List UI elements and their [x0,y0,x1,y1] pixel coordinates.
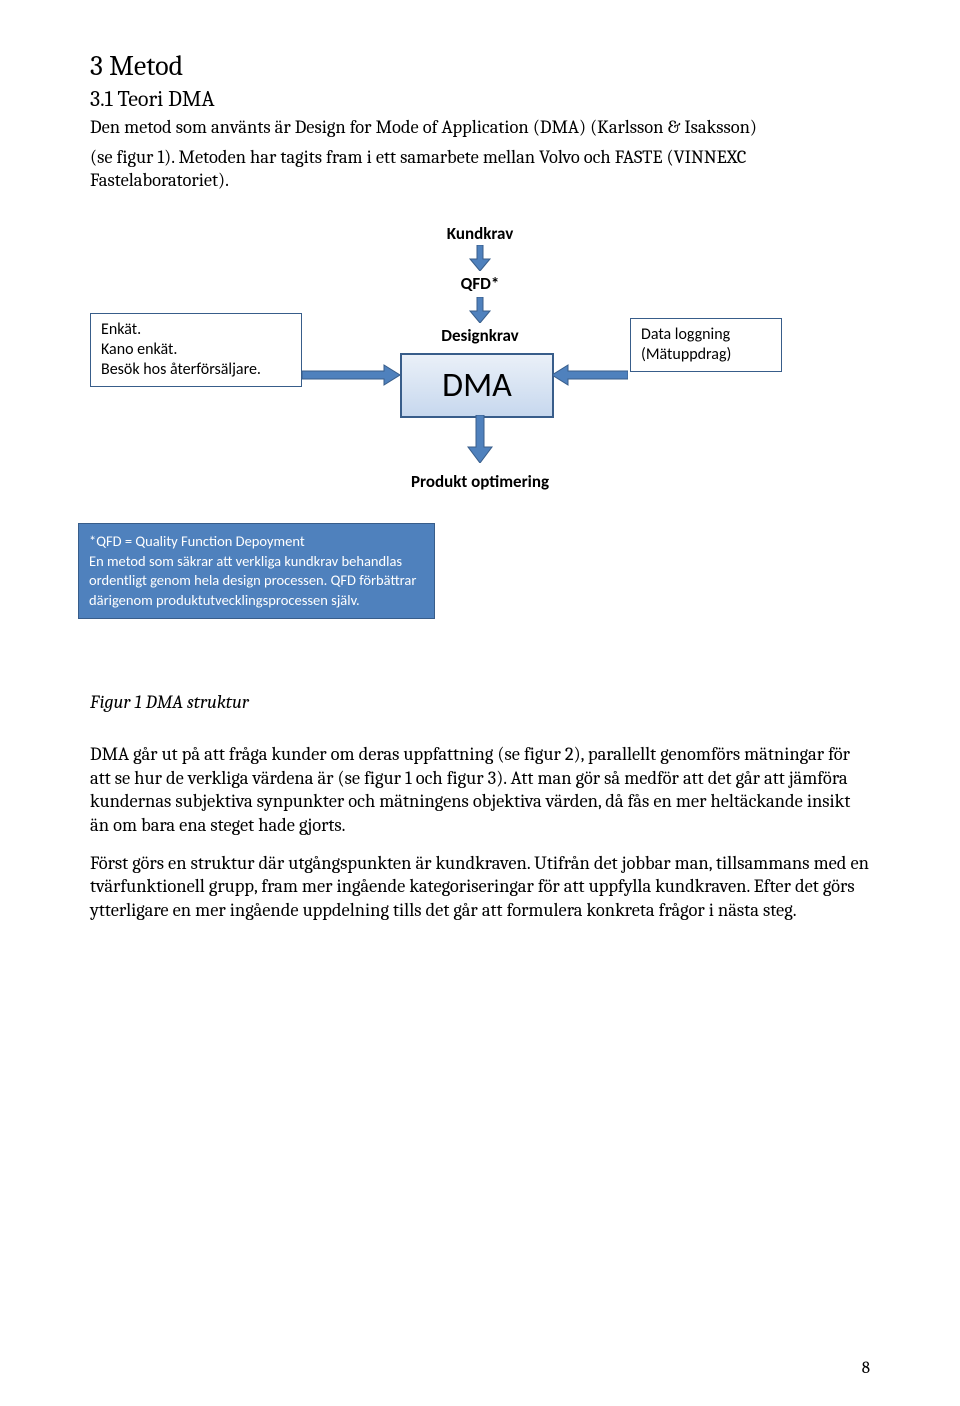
qfd-note-text: *QFD = Quality Function Depoyment En met… [89,532,424,610]
box-dataloggning: Data loggning (Mätuppdrag) [630,318,782,372]
intro-para-line1: Den metod som använts är Design for Mode… [90,116,870,140]
arrow-left-icon [552,363,628,387]
box-dataloggning-text: Data loggning (Mätuppdrag) [641,325,771,365]
arrow-down-icon [468,297,492,323]
intro-para-line2: (se figur 1). Metoden har tagits fram i … [90,146,870,193]
page-number: 8 [862,1359,870,1378]
label-produkt-optimering: Produkt optimering [411,471,549,492]
box-enkat: Enkät. Kano enkät. Besök hos återförsälj… [90,313,302,387]
label-kundkrav: Kundkrav [447,223,514,244]
arrow-down-icon [468,245,492,271]
box-qfd-note: *QFD = Quality Function Depoyment En met… [78,523,435,619]
page: 3 Metod 3.1 Teori DMA Den metod som anvä… [0,0,960,1406]
label-designkrav: Designkrav [441,325,518,346]
para-dma-description: DMA går ut på att fråga kunder om deras … [90,743,870,838]
heading-teori-dma: 3.1 Teori DMA [90,86,870,112]
para-struktur: Först görs en struktur där utgångspunkte… [90,852,870,923]
arrow-down-icon [466,415,494,463]
arrow-right-icon [302,363,400,387]
box-dma: DMA [400,353,554,418]
box-enkat-text: Enkät. Kano enkät. Besök hos återförsälj… [101,320,291,380]
figure-caption: Figur 1 DMA struktur [90,691,870,713]
dma-diagram: Kundkrav QFD* Designkrav Enkät. Kano enk… [90,223,870,673]
heading-metod: 3 Metod [90,50,870,82]
label-qfd: QFD* [461,273,500,294]
